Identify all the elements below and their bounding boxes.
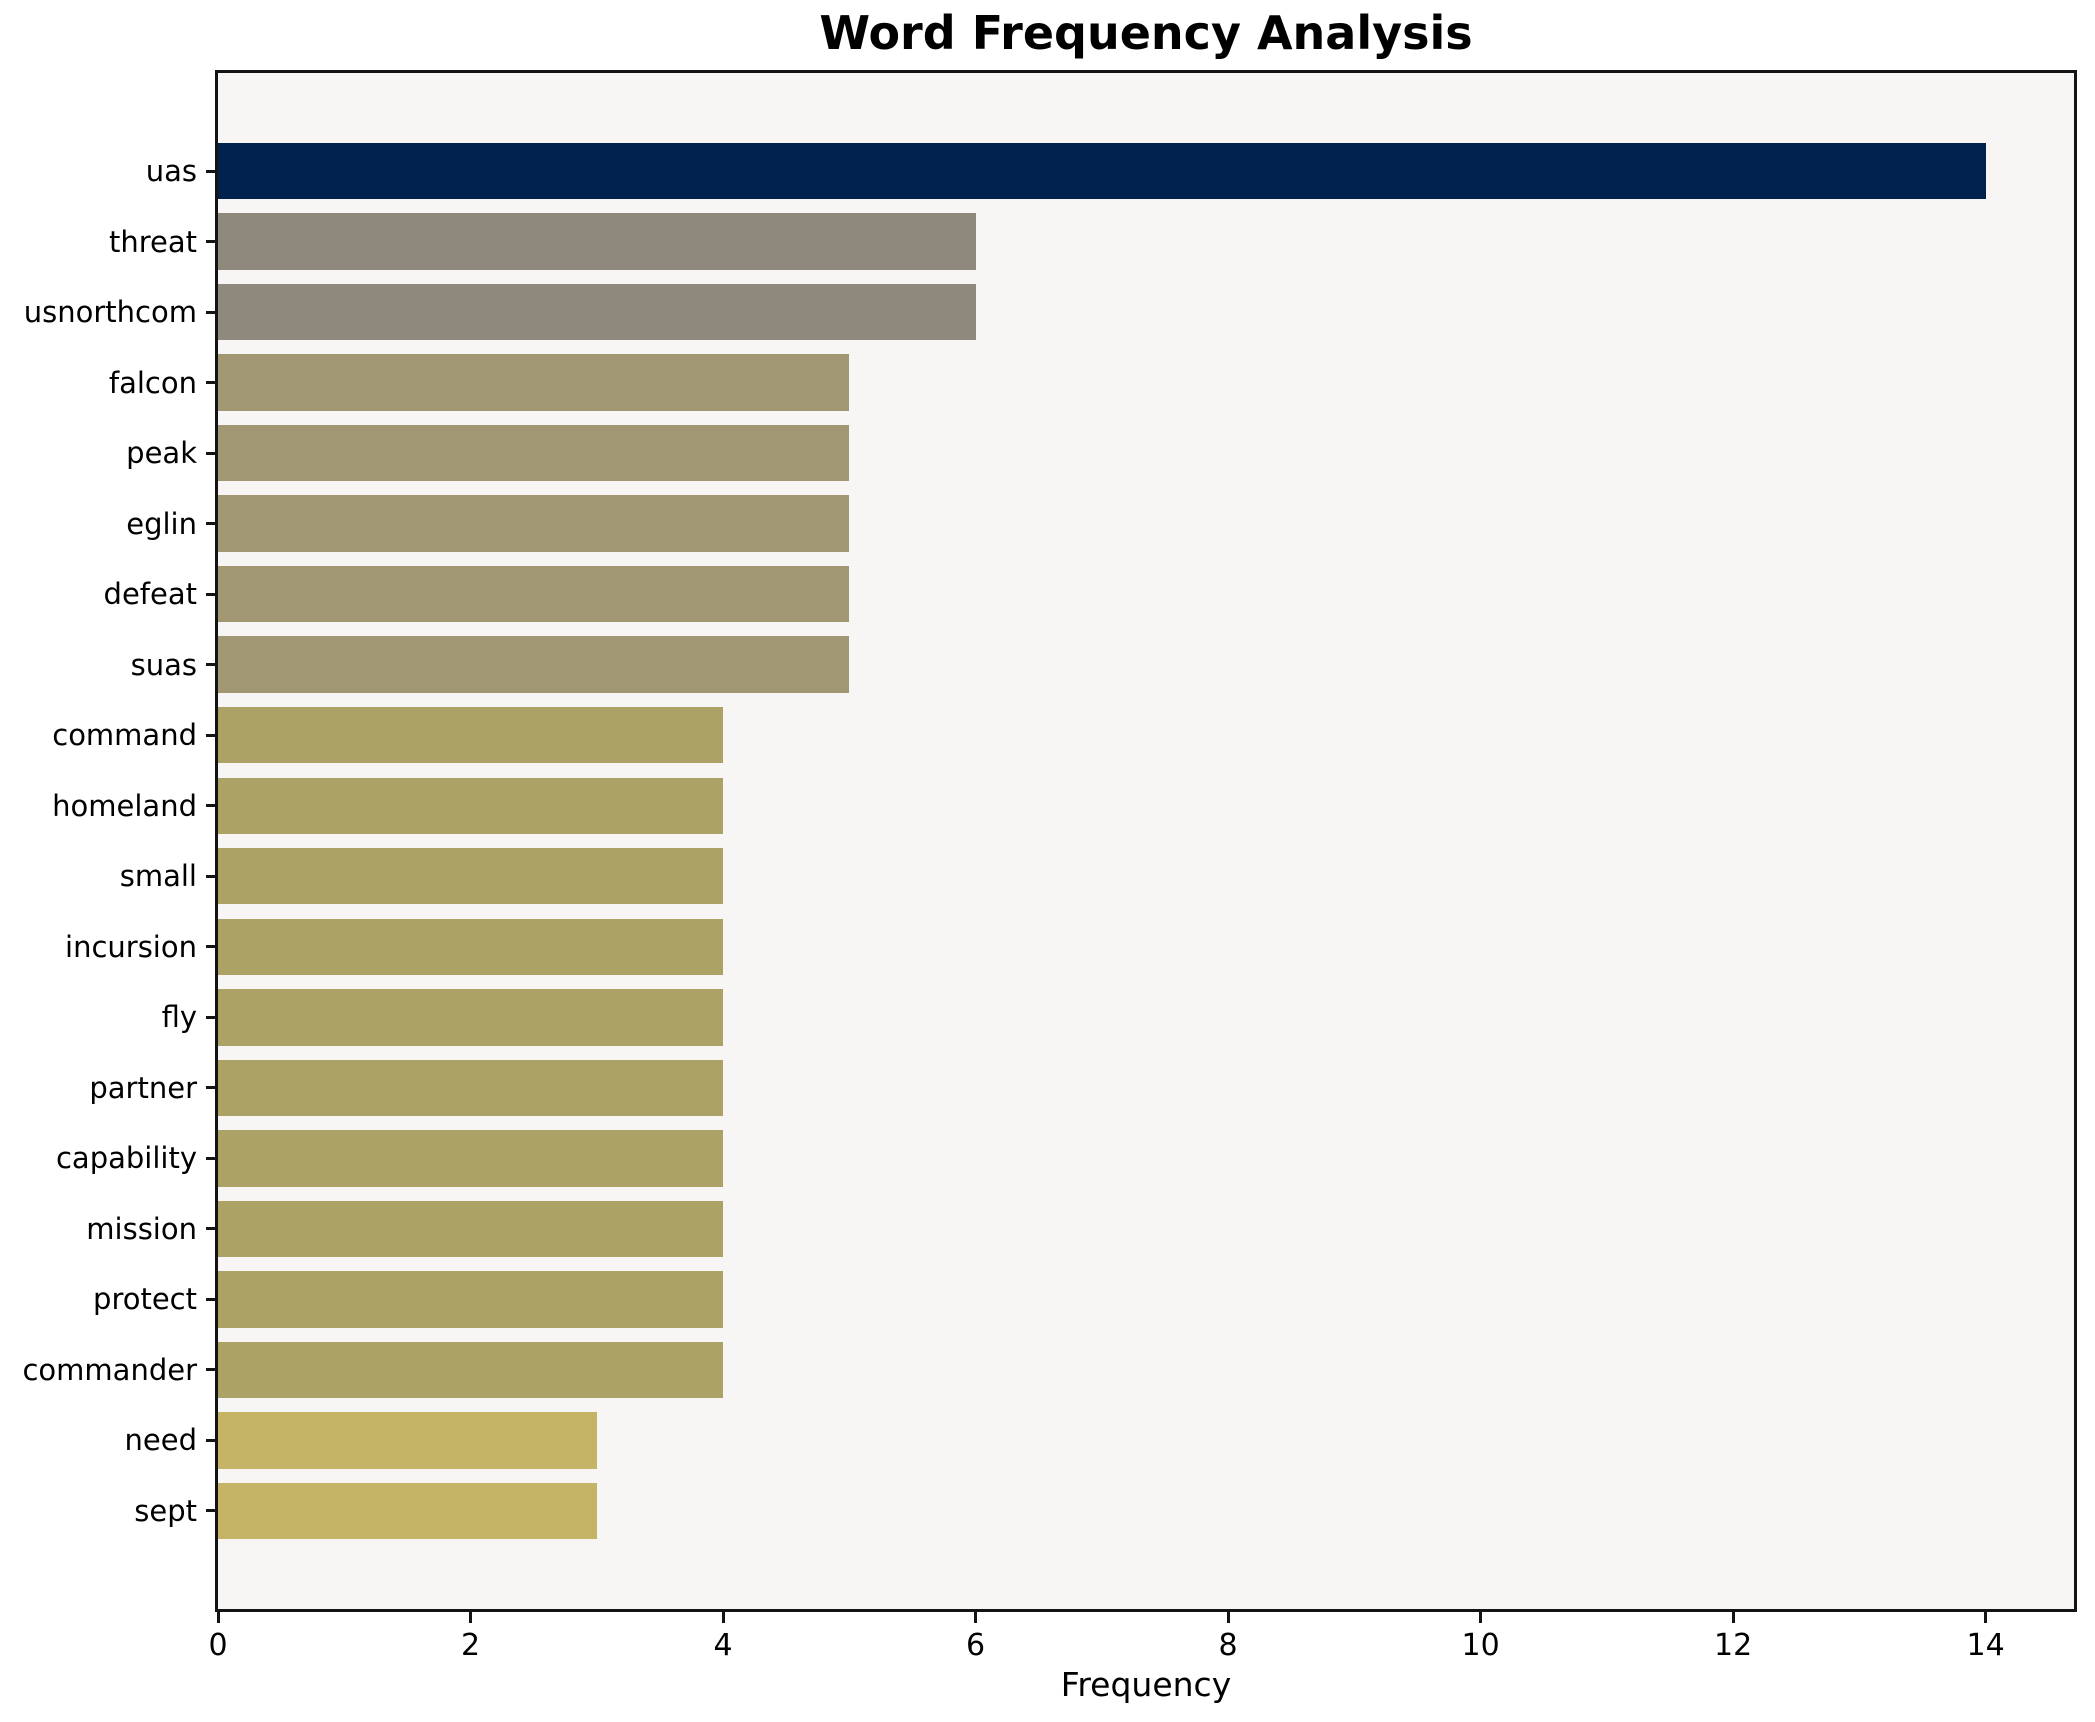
x-tick-label-8: 8 — [1218, 1628, 1238, 1663]
bar-command — [218, 707, 724, 764]
bar-defeat — [218, 565, 850, 623]
bar-homeland — [218, 777, 724, 834]
y-tick-label-protect: protect — [93, 1282, 197, 1317]
y-tick-label-need: need — [124, 1423, 197, 1458]
bar-peak — [218, 424, 850, 482]
x-tick-mark — [1984, 1612, 1988, 1623]
y-tick-mark — [206, 1156, 215, 1160]
y-tick-mark — [206, 874, 215, 878]
y-tick-mark — [206, 1297, 215, 1301]
bar-suas — [218, 636, 850, 693]
bar-uas — [218, 142, 1986, 200]
bar-incursion — [218, 918, 724, 975]
bar-threat — [218, 213, 976, 270]
bar-capability — [218, 1130, 724, 1187]
y-tick-label-threat: threat — [108, 224, 197, 259]
x-tick-label-4: 4 — [713, 1628, 733, 1663]
bar-eglin — [218, 495, 850, 552]
x-tick-mark — [1226, 1612, 1230, 1623]
bar-usnorthcom — [218, 283, 976, 341]
bar-commander — [218, 1341, 724, 1399]
y-tick-label-fly: fly — [161, 1000, 197, 1035]
y-tick-label-commander: commander — [22, 1352, 197, 1387]
y-tick-label-incursion: incursion — [65, 929, 197, 964]
bar-fly — [218, 989, 724, 1046]
bar-falcon — [218, 354, 850, 411]
x-tick-label-12: 12 — [1714, 1628, 1753, 1663]
x-tick-mark — [216, 1612, 220, 1623]
y-tick-label-capability: capability — [55, 1141, 197, 1176]
x-tick-label-14: 14 — [1966, 1628, 2005, 1663]
y-tick-mark — [206, 310, 215, 314]
bar-sept — [218, 1482, 597, 1540]
y-tick-label-command: command — [52, 718, 197, 753]
x-tick-mark — [721, 1612, 725, 1623]
bar-protect — [218, 1271, 724, 1328]
y-tick-mark — [206, 733, 215, 737]
y-tick-label-sept: sept — [134, 1493, 197, 1528]
y-tick-label-suas: suas — [130, 647, 197, 682]
y-tick-mark — [206, 592, 215, 596]
y-tick-label-mission: mission — [86, 1211, 197, 1246]
bar-need — [218, 1412, 597, 1469]
plot-area — [215, 70, 2077, 1612]
y-tick-mark — [206, 1368, 215, 1372]
bar-partner — [218, 1059, 724, 1117]
y-tick-mark — [206, 663, 215, 667]
y-tick-label-uas: uas — [145, 154, 197, 189]
y-tick-mark — [206, 169, 215, 173]
y-tick-mark — [206, 1227, 215, 1231]
y-tick-mark — [206, 522, 215, 526]
y-tick-mark — [206, 945, 215, 949]
y-tick-mark — [206, 804, 215, 808]
y-tick-mark — [206, 1438, 215, 1442]
x-tick-mark — [1731, 1612, 1735, 1623]
x-tick-label-6: 6 — [966, 1628, 986, 1663]
y-tick-mark — [206, 451, 215, 455]
y-tick-label-homeland: homeland — [52, 788, 197, 823]
x-tick-mark — [974, 1612, 978, 1623]
y-tick-label-eglin: eglin — [126, 506, 197, 541]
y-tick-label-usnorthcom: usnorthcom — [23, 295, 197, 330]
x-tick-label-2: 2 — [460, 1628, 481, 1663]
bar-small — [218, 848, 724, 905]
y-tick-label-peak: peak — [126, 436, 197, 471]
y-tick-label-partner: partner — [89, 1070, 197, 1105]
y-tick-mark — [206, 240, 215, 244]
x-tick-label-10: 10 — [1461, 1628, 1500, 1663]
x-axis-title: Frequency — [1060, 1665, 1232, 1704]
y-tick-mark — [206, 1015, 215, 1019]
chart-title: Word Frequency Analysis — [819, 6, 1473, 60]
y-tick-label-defeat: defeat — [103, 577, 197, 612]
x-tick-mark — [469, 1612, 473, 1623]
y-tick-label-small: small — [119, 859, 197, 894]
x-tick-label-0: 0 — [208, 1628, 228, 1663]
y-tick-label-falcon: falcon — [108, 365, 197, 400]
y-tick-mark — [206, 1509, 215, 1513]
x-tick-mark — [1479, 1612, 1483, 1623]
y-tick-mark — [206, 381, 215, 385]
bar-mission — [218, 1200, 724, 1258]
y-tick-mark — [206, 1086, 215, 1090]
